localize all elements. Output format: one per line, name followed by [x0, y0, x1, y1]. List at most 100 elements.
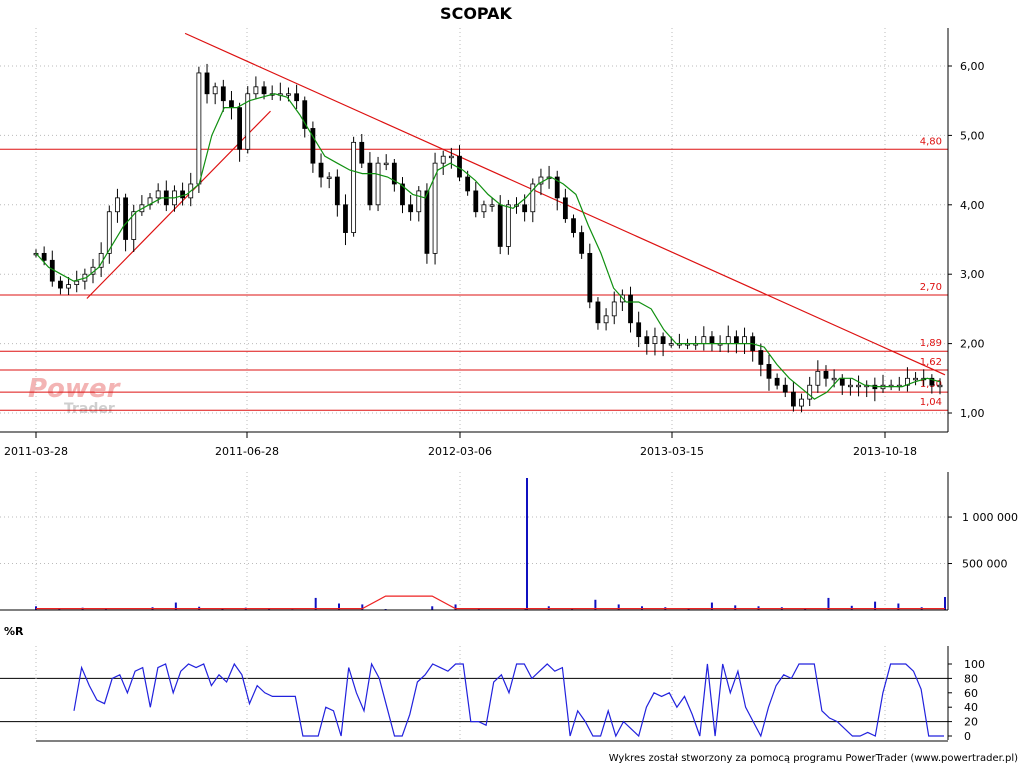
williams-tick-label: 80 [964, 672, 978, 685]
candle-body [123, 197, 128, 240]
volume-y-axis: 500 000 1 000 000 [0, 472, 1018, 611]
williams-r-line [73, 662, 944, 738]
candle-body [831, 377, 837, 381]
price-y-axis: 1,00 2,00 3,00 4,00 5,00 6,00 [947, 28, 985, 432]
candle-body [408, 204, 414, 213]
candle-body [204, 72, 210, 95]
candle-body [807, 384, 813, 400]
candle-body [383, 162, 389, 166]
volume-bars [35, 478, 946, 610]
candle-body [131, 211, 137, 240]
candle-body [644, 336, 650, 345]
indicator-label: %R [4, 625, 24, 638]
credit-text: Wykres został stworzony za pomocą progra… [609, 753, 1018, 764]
candle-body [611, 301, 617, 317]
date-tick-label: 2012-03-06 [428, 445, 492, 458]
williams-tick-label: 100 [964, 658, 985, 671]
candle-body [286, 93, 291, 96]
date-tick-label: 2011-03-28 [4, 445, 68, 458]
candle-body [302, 100, 308, 129]
candle-body [334, 176, 340, 206]
candle-body [155, 190, 161, 199]
chart-title: SCOPAK [440, 4, 513, 23]
williams-tick-label: 20 [964, 716, 978, 729]
price-tick-label: 1,00 [960, 407, 985, 420]
candle-body [848, 384, 853, 388]
candle-body [457, 155, 462, 178]
candle-body [196, 72, 202, 185]
candle-body [799, 398, 804, 407]
williams-tick-label: 0 [964, 730, 971, 743]
candle-body [782, 384, 788, 393]
candle-body [856, 384, 861, 388]
candle-body [660, 336, 666, 345]
candle-body [742, 336, 747, 345]
watermark-power: Power [28, 374, 122, 404]
candle-body [245, 93, 251, 150]
candle-body [359, 141, 365, 164]
williams-tick-label: 40 [964, 701, 978, 714]
candle-body [391, 162, 397, 185]
candle-body [579, 232, 585, 254]
candle-body [668, 343, 674, 346]
candle-body [766, 364, 772, 379]
date-tick-label: 2013-10-18 [853, 445, 917, 458]
date-x-axis: 2011-03-28 2011-06-28 2012-03-06 2013-03-15… [0, 431, 948, 458]
candle-body [294, 93, 300, 102]
price-tick-label: 2,00 [960, 338, 985, 351]
price-tick-label: 4,00 [960, 199, 985, 212]
candle-body [310, 128, 316, 164]
candle-body [636, 322, 642, 338]
candle-body [375, 162, 381, 206]
level-label: 4,80 [920, 136, 942, 147]
candle-body [351, 141, 357, 233]
price-panel: SCOPAK Power Trader 4,802,701,891,621,30… [0, 4, 985, 458]
candle-body [571, 218, 576, 233]
candle-body [74, 280, 80, 286]
candle-body [180, 190, 185, 199]
candle-body [229, 100, 234, 109]
candle-body [701, 336, 707, 345]
trendline [86, 110, 271, 299]
candle-body [489, 204, 495, 207]
candle-body [554, 176, 560, 199]
candle-body [839, 377, 845, 386]
candle-body [432, 162, 438, 254]
candle-body [562, 197, 568, 220]
candle-body [530, 183, 536, 213]
candle-body [106, 211, 112, 254]
candle-body [58, 280, 63, 289]
candle-body [595, 301, 601, 324]
candle-body [440, 155, 446, 164]
candle-body [481, 204, 487, 213]
williams-tick-label: 60 [964, 687, 978, 700]
williams-r-grid [0, 646, 948, 740]
date-tick-label: 2013-03-15 [640, 445, 704, 458]
price-grid [0, 28, 948, 432]
candle-body [465, 176, 471, 192]
price-tick-label: 5,00 [960, 129, 985, 142]
candle-body [115, 197, 120, 213]
candle-body [448, 155, 454, 159]
price-levels: 4,802,701,891,621,301,04 [0, 136, 948, 411]
candle-body [937, 384, 943, 388]
price-tick-label: 3,00 [960, 268, 985, 281]
candle-body [709, 336, 715, 345]
candle-body [497, 204, 503, 247]
volume-tick-label: 1 000 000 [962, 511, 1018, 524]
candle-body [652, 336, 658, 345]
candle-body [253, 86, 259, 95]
candle-body [212, 86, 218, 95]
candle-body [416, 190, 422, 213]
candle-body [66, 284, 71, 289]
candle-body [628, 294, 633, 324]
level-label: 1,89 [920, 338, 942, 349]
candle-body [725, 336, 731, 345]
candle-body [913, 377, 918, 381]
level-label: 1,04 [920, 397, 942, 408]
volume-panel: 500 000 1 000 000 [0, 472, 1018, 611]
candle-body [823, 370, 829, 379]
candle-body [758, 350, 764, 365]
